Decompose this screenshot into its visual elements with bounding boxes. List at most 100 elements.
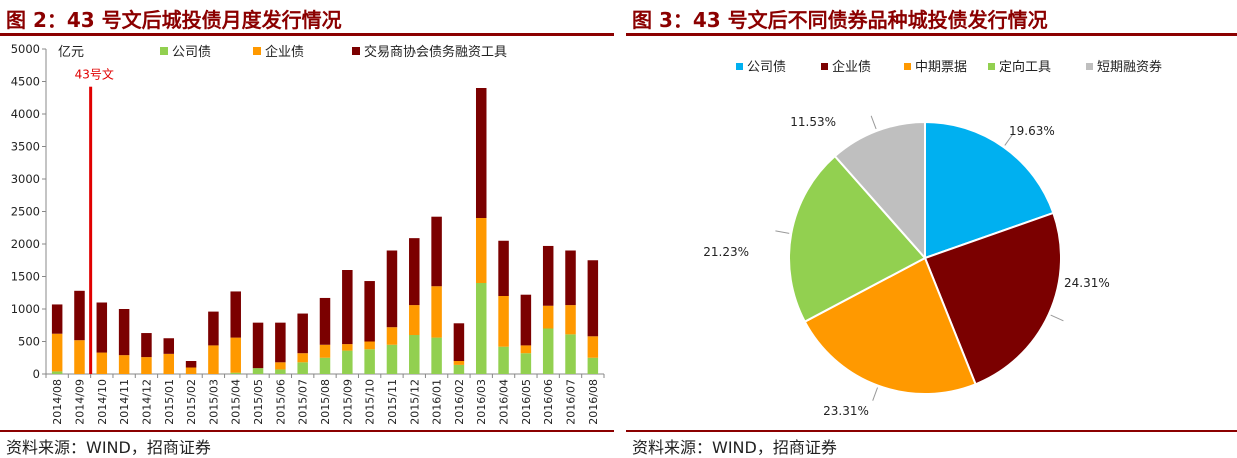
bar-segment-nafmii: [141, 333, 152, 358]
pie-slices: [788, 120, 1062, 395]
bar-segment-nafmii: [118, 309, 130, 356]
bar-segment-enterprise: [230, 337, 241, 373]
pie-legend-swatch: [988, 63, 995, 70]
policy-annotation-line: [89, 86, 93, 374]
bar-segment-enterprise: [208, 345, 219, 374]
bar-segment-company: [319, 357, 331, 374]
pie-legend-label: 中期票据: [915, 60, 967, 75]
bar-segment-enterprise: [498, 296, 509, 347]
bar-segment-nafmii: [275, 322, 286, 363]
bar-segment-nafmii: [185, 361, 197, 368]
bar-segment-nafmii: [431, 216, 442, 287]
legend-label: 公司债: [172, 45, 211, 60]
left-chart-panel: 图 2：43 号文后城投债月度发行情况 0 500 1000 1500 2000 2500…: [0, 0, 614, 457]
bar-segment-company: [498, 346, 509, 374]
bar-segment-nafmii: [409, 238, 420, 306]
bar-segment-enterprise: [163, 353, 175, 374]
bar-segment-enterprise: [386, 327, 398, 345]
bar-segment-company: [230, 372, 241, 374]
x-tick-label: 2016/02: [453, 379, 466, 425]
x-tick-label: 2016/04: [498, 379, 511, 425]
bar-segment-company: [587, 357, 599, 374]
y-tick-label: 0: [33, 367, 40, 381]
y-tick-label: 4000: [11, 107, 40, 121]
x-tick-label: 2015/10: [364, 379, 377, 425]
y-tick-label: 500: [18, 335, 40, 349]
left-title-rule: [0, 33, 614, 36]
pie-slice-ppn: [788, 154, 927, 324]
bar-segment-company: [520, 353, 532, 374]
x-tick-label: 2014/09: [73, 379, 86, 425]
x-tick-label: 2015/05: [252, 379, 265, 425]
x-tick-label: 2014/11: [118, 379, 131, 425]
legend-swatch: [352, 47, 360, 55]
bar-segment-enterprise: [319, 344, 331, 358]
bar-segment-nafmii: [342, 270, 353, 345]
bar-segment-company: [386, 344, 398, 374]
bar-segment-nafmii: [208, 311, 219, 346]
y-tick-label: 1000: [11, 302, 40, 316]
pie-legend: 公司债 企业债 中期票据 定向工具 短期融资券: [736, 59, 1162, 75]
pie-legend-label: 企业债: [832, 59, 871, 75]
x-tick-label: 2015/04: [230, 379, 243, 425]
pie-leader-line: [1050, 314, 1064, 322]
y-axis-unit-label: 亿元: [58, 45, 84, 60]
pie-value-label: 19.63%: [1009, 124, 1055, 138]
y-tick-label: 4500: [11, 75, 40, 89]
x-tick-label: 2015/11: [386, 379, 399, 425]
bar-segment-company: [275, 369, 286, 374]
bar-segment-company: [565, 334, 576, 374]
bar-marks: 43号文: [51, 66, 599, 374]
x-tick-label: 2016/08: [587, 379, 600, 425]
pie-leader-line: [870, 115, 877, 130]
pie-value-label: 24.31%: [1064, 276, 1110, 290]
bar-axes: 0 500 1000 1500 2000 2500 3000 3500 4000 4500 5000…: [11, 42, 605, 425]
x-tick-label: 2015/12: [408, 379, 421, 425]
bar-segment-company: [409, 335, 420, 374]
bar-segment-enterprise: [431, 286, 442, 338]
pie-value-label: 23.31%: [823, 404, 869, 418]
x-tick-label: 2014/12: [140, 379, 153, 425]
x-tick-label: 2014/08: [51, 379, 64, 425]
pie-legend-label: 公司债: [747, 60, 786, 75]
x-tick-label: 2016/07: [565, 379, 578, 425]
pie-slice-mtn: [803, 256, 977, 395]
bar-segment-company: [364, 349, 375, 374]
stacked-bar-chart: 0 500 1000 1500 2000 2500 3000 3500 4000 4500 5000…: [11, 42, 605, 425]
bar-segment-nafmii: [230, 291, 241, 338]
bar-segment-enterprise: [342, 344, 353, 351]
x-tick-label: 2014/10: [96, 379, 109, 425]
y-tick-label: 5000: [11, 42, 40, 56]
x-tick-label: 2015/03: [207, 379, 220, 425]
bar-segment-nafmii: [498, 240, 509, 296]
pie-legend-swatch: [821, 63, 828, 70]
x-tick-label: 2016/03: [475, 379, 488, 425]
bar-segment-company: [453, 364, 465, 374]
left-source-text: 资料来源：WIND，招商证券: [6, 438, 211, 457]
bar-segment-company: [297, 362, 308, 374]
bar-segment-enterprise: [141, 357, 152, 374]
policy-annotation-label: 43号文: [75, 66, 114, 81]
bar-segment-enterprise: [520, 345, 532, 354]
x-tick-label: 2016/05: [520, 379, 533, 425]
bar-segment-enterprise: [275, 362, 286, 370]
left-chart-title: 图 2：43 号文后城投债月度发行情况: [6, 8, 342, 32]
legend-swatch: [253, 47, 261, 55]
bar-segment-company: [342, 350, 353, 374]
bar-segment-enterprise: [96, 352, 108, 374]
left-source-rule: [0, 430, 614, 432]
bar-segment-enterprise: [587, 336, 599, 358]
y-tick-label: 1500: [11, 270, 40, 284]
y-tick-label: 3500: [11, 140, 40, 154]
pie-value-label: 11.53%: [790, 115, 836, 129]
bar-segment-enterprise: [74, 340, 85, 374]
x-tick-label: 2015/01: [163, 379, 176, 425]
bar-segment-nafmii: [587, 260, 599, 337]
bar-segment-enterprise: [475, 218, 487, 283]
bar-segment-nafmii: [252, 322, 264, 369]
y-tick-label: 2500: [11, 205, 40, 219]
bar-segment-nafmii: [565, 250, 576, 306]
y-tick-label: 2000: [11, 237, 40, 251]
bar-segment-nafmii: [453, 323, 465, 361]
pie-legend-swatch: [904, 63, 911, 70]
